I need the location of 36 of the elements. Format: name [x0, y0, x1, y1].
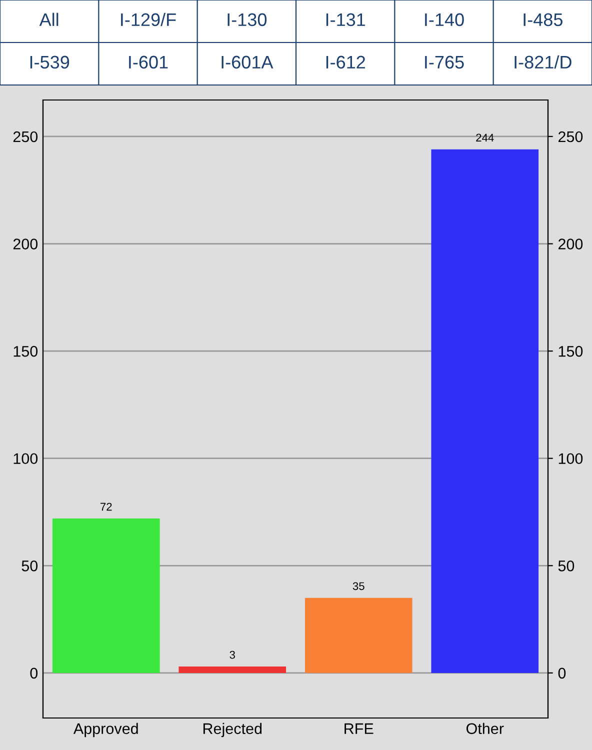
- bar: [52, 518, 160, 673]
- y-tick-label: 50: [22, 560, 38, 572]
- x-tick-label: Other: [466, 722, 504, 734]
- text: I-612: [326, 56, 366, 69]
- text: I-765: [425, 56, 464, 69]
- text: I-129/F: [121, 12, 176, 26]
- x-tick-label: RFE: [344, 723, 374, 734]
- text: I-131: [326, 13, 366, 26]
- bar: [178, 666, 286, 673]
- x-tick-label: Rejected: [203, 722, 262, 738]
- y2-tick-label: 250: [558, 131, 583, 142]
- data-label: 3: [230, 650, 235, 659]
- text: I-140: [425, 13, 464, 26]
- y2-tick-label: 200: [558, 238, 583, 250]
- text: I-485: [524, 13, 562, 26]
- data-label: 244: [476, 134, 494, 142]
- text: I-130: [228, 13, 267, 26]
- bar: [304, 598, 412, 673]
- y-tick-label: 250: [13, 131, 38, 142]
- text: I-601: [129, 56, 168, 69]
- data-label: 72: [100, 502, 112, 511]
- y2-tick-label: 0: [558, 668, 566, 679]
- y2-tick-label: 150: [558, 346, 583, 357]
- x-tick-label: Approved: [73, 722, 138, 738]
- data-label: 35: [352, 582, 364, 590]
- y-tick-label: 150: [14, 346, 38, 357]
- y2-tick-label: 50: [558, 560, 574, 572]
- y2-tick-label: 100: [558, 453, 583, 464]
- text: I-821/D: [514, 55, 572, 69]
- y-tick-label: 0: [30, 668, 38, 679]
- y-tick-label: 100: [14, 453, 38, 464]
- text: I-601A: [222, 56, 274, 69]
- bar: [431, 149, 539, 673]
- text: All: [39, 12, 58, 26]
- text: I-539: [30, 56, 70, 69]
- y-tick-label: 200: [13, 238, 38, 250]
